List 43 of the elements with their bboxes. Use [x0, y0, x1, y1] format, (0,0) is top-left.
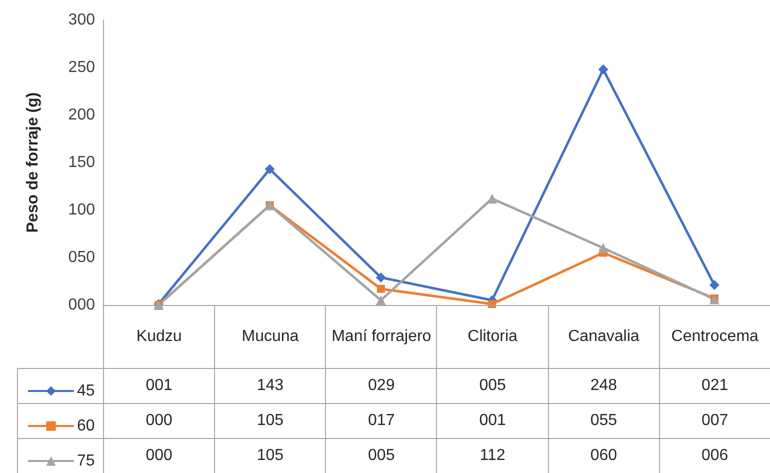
point [376, 272, 386, 282]
data-label: 248 [548, 368, 660, 404]
data-label: 000 [104, 404, 215, 438]
y-tick-label: 300 [68, 12, 96, 28]
data-label: 001 [104, 368, 215, 404]
x-tick-label: Maní forrajero [326, 306, 437, 368]
data-label: 055 [548, 404, 660, 438]
data-label: 005 [326, 438, 437, 473]
y-axis-title: Peso de forraje (g) [24, 92, 42, 233]
data-label: 143 [214, 368, 326, 404]
data-label: 001 [436, 404, 548, 438]
x-tick-label: Clitoria [436, 306, 548, 368]
point [264, 164, 275, 174]
data-label: 105 [214, 438, 326, 473]
x-tick-label: Mucuna [214, 306, 326, 368]
data-label: 017 [326, 404, 437, 438]
y-tick-label: 200 [68, 106, 96, 124]
legend-label: 60 [77, 418, 95, 434]
data-label: 006 [659, 438, 770, 473]
point [598, 243, 608, 253]
point [598, 64, 608, 74]
data-label: 007 [659, 404, 770, 438]
data-label: 000 [104, 438, 215, 473]
y-tick-label: 000 [68, 296, 96, 314]
point [376, 284, 385, 293]
data-label: 021 [659, 368, 770, 404]
x-tick-label: Canavalia [548, 306, 660, 368]
y-tick-label: 100 [68, 202, 96, 218]
data-label: 112 [436, 438, 548, 473]
point [709, 280, 720, 290]
y-tick-label: 250 [68, 59, 96, 76]
legend-label: 45 [77, 382, 95, 400]
y-tick-label: 150 [68, 154, 96, 171]
x-tick-label: Centrocema [659, 306, 770, 368]
data-label: 105 [214, 404, 326, 438]
data-label: 060 [548, 438, 660, 473]
point [487, 194, 498, 204]
point [376, 295, 386, 306]
data-label: 005 [436, 368, 548, 404]
y-tick-label: 050 [68, 249, 96, 266]
data-label: 029 [326, 368, 437, 404]
x-tick-label: Kudzu [104, 306, 215, 368]
legend-label: 75 [77, 452, 95, 470]
